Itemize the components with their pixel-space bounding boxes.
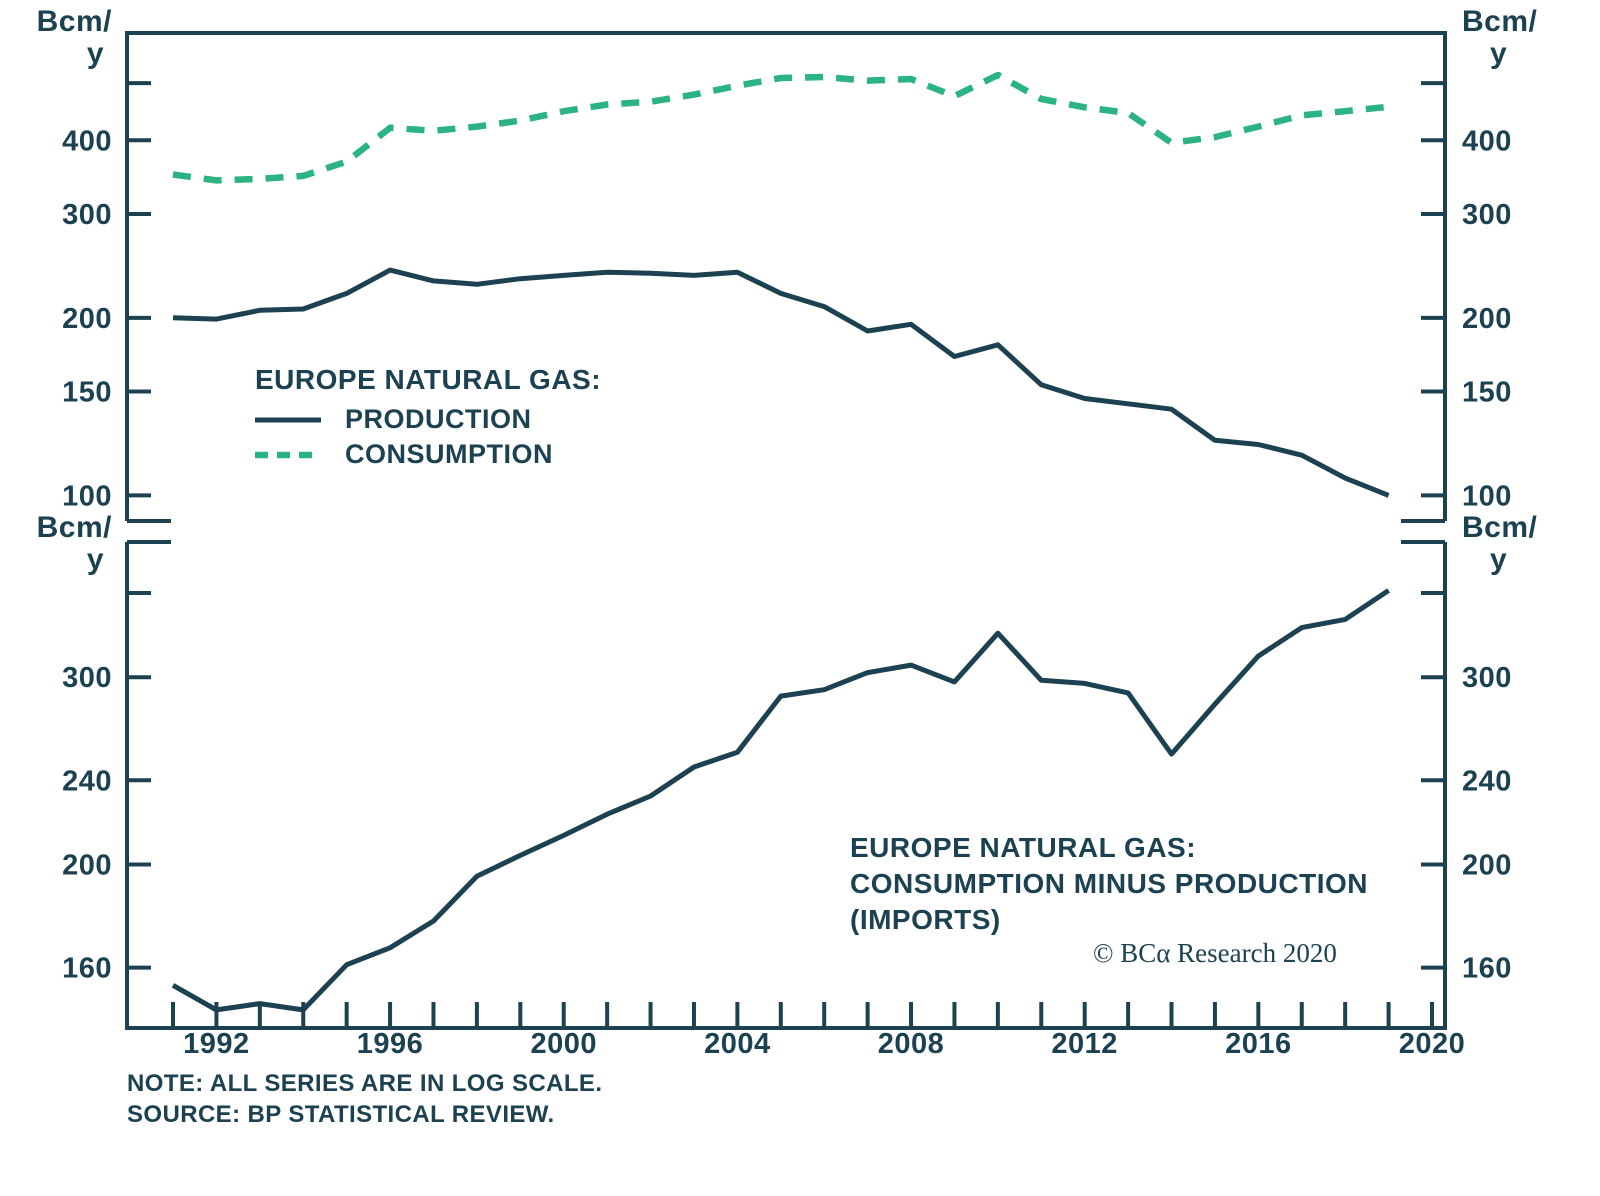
x-tick-label: 1992 bbox=[183, 1028, 250, 1060]
y-tick-label-right: 150 bbox=[1462, 377, 1512, 409]
bottom-panel-annotation: EUROPE NATURAL GAS: CONSUMPTION MINUS PR… bbox=[850, 830, 1368, 938]
y-tick-label-left: 300 bbox=[62, 199, 112, 231]
y-tick-label-right: 100 bbox=[1462, 480, 1512, 512]
y-tick-label-left: 100 bbox=[62, 480, 112, 512]
y-tick-label-right: 200 bbox=[1462, 850, 1512, 882]
production-line bbox=[172, 267, 1390, 498]
imports-line bbox=[171, 588, 1390, 1013]
annotation-line3: (IMPORTS) bbox=[850, 904, 1001, 935]
unit-label-bottom-right: Bcm/ y bbox=[1462, 512, 1582, 576]
y-tick-label-right: 200 bbox=[1462, 303, 1512, 335]
x-tick-label: 2008 bbox=[878, 1028, 945, 1060]
y-tick-label-left: 300 bbox=[62, 662, 112, 694]
x-tick-label: 2000 bbox=[530, 1028, 597, 1060]
legend-item-production: PRODUCTION bbox=[255, 402, 601, 437]
legend-label-production: PRODUCTION bbox=[345, 404, 532, 434]
dashed-line-swatch bbox=[255, 451, 321, 458]
x-tick-label: 2020 bbox=[1399, 1028, 1466, 1060]
consumption-line bbox=[172, 71, 1389, 184]
unit-label-top-right: Bcm/ y bbox=[1462, 6, 1582, 70]
y-tick-label-left: 400 bbox=[62, 125, 112, 157]
unit-line1: Bcm/ bbox=[1462, 511, 1538, 544]
unit-line2: y bbox=[1490, 37, 1508, 70]
legend-item-consumption: CONSUMPTION bbox=[255, 437, 601, 472]
y-tick-label-left: 150 bbox=[62, 377, 112, 409]
unit-label-bottom-left: Bcm/ y bbox=[8, 512, 112, 576]
y-tick-label-left: 200 bbox=[62, 850, 112, 882]
y-tick-label-right: 300 bbox=[1462, 662, 1512, 694]
unit-line1: Bcm/ bbox=[36, 5, 112, 38]
annotation-line2: CONSUMPTION MINUS PRODUCTION bbox=[850, 868, 1368, 899]
x-tick-label: 2016 bbox=[1225, 1028, 1292, 1060]
y-tick-label-right: 240 bbox=[1462, 765, 1512, 797]
legend-label-consumption: CONSUMPTION bbox=[345, 439, 553, 469]
y-tick-label-left: 240 bbox=[62, 765, 112, 797]
x-tick-label: 2004 bbox=[704, 1028, 771, 1060]
annotation-line1: EUROPE NATURAL GAS: bbox=[850, 832, 1197, 863]
y-tick-label-right: 300 bbox=[1462, 199, 1512, 231]
footnotes: NOTE: ALL SERIES ARE IN LOG SCALE. SOURC… bbox=[127, 1068, 602, 1130]
note-log-scale: NOTE: ALL SERIES ARE IN LOG SCALE. bbox=[127, 1070, 603, 1097]
note-source: SOURCE: BP STATISTICAL REVIEW. bbox=[127, 1101, 555, 1128]
legend: EUROPE NATURAL GAS: PRODUCTION CONSUMPTI… bbox=[255, 364, 601, 472]
unit-line2: y bbox=[1490, 543, 1508, 576]
solid-line-swatch bbox=[255, 417, 321, 422]
y-tick-label-left: 160 bbox=[62, 953, 112, 985]
panel-top-border bbox=[125, 31, 1447, 523]
y-tick-label-left: 200 bbox=[62, 303, 112, 335]
x-tick-label: 1996 bbox=[357, 1028, 424, 1060]
y-tick-label-right: 400 bbox=[1462, 125, 1512, 157]
y-tick-label-right: 160 bbox=[1462, 953, 1512, 985]
unit-line2: y bbox=[86, 37, 104, 70]
copyright-notice: © BCα Research 2020 bbox=[1093, 938, 1337, 968]
x-tick-label: 2012 bbox=[1051, 1028, 1118, 1060]
legend-title: EUROPE NATURAL GAS: bbox=[255, 364, 602, 395]
unit-line1: Bcm/ bbox=[36, 511, 112, 544]
panel-bottom-border bbox=[125, 540, 1447, 1030]
unit-line2: y bbox=[86, 543, 104, 576]
unit-line1: Bcm/ bbox=[1462, 5, 1538, 38]
unit-label-top-left: Bcm/ y bbox=[8, 6, 112, 70]
